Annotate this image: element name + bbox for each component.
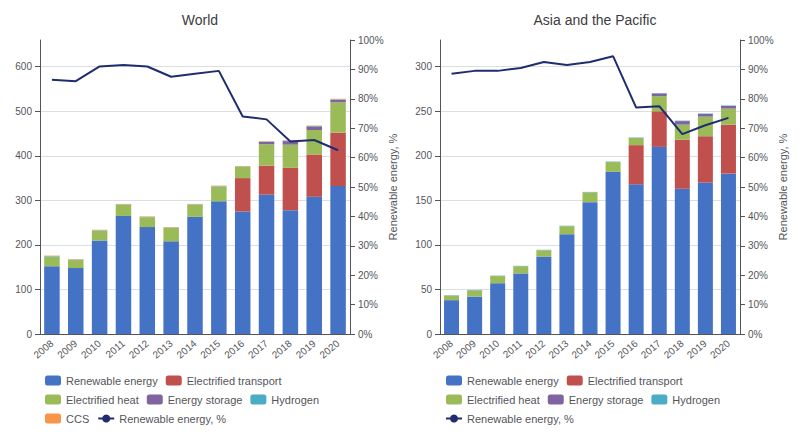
svg-text:300: 300 [415, 61, 432, 72]
svg-text:150: 150 [415, 195, 432, 206]
svg-text:200: 200 [415, 150, 432, 161]
svg-text:30%: 30% [748, 240, 768, 251]
svg-text:0%: 0% [748, 329, 763, 340]
svg-text:CCS: CCS [66, 413, 89, 425]
svg-text:10%: 10% [358, 299, 378, 310]
svg-text:60%: 60% [748, 152, 768, 163]
svg-text:Renewable energy, %: Renewable energy, % [777, 133, 789, 240]
svg-text:2018: 2018 [662, 338, 686, 361]
svg-text:40%: 40% [748, 211, 768, 222]
svg-text:Hydrogen: Hydrogen [271, 394, 319, 406]
svg-text:50%: 50% [748, 182, 768, 193]
svg-text:2009: 2009 [55, 338, 79, 361]
svg-text:2010: 2010 [477, 338, 501, 361]
svg-text:20%: 20% [748, 270, 768, 281]
svg-text:Electrified heat: Electrified heat [467, 394, 540, 406]
svg-text:2011: 2011 [103, 338, 127, 361]
svg-text:2018: 2018 [270, 338, 294, 361]
svg-text:2019: 2019 [294, 338, 318, 361]
svg-text:600: 600 [15, 61, 32, 72]
svg-text:2009: 2009 [454, 338, 478, 361]
svg-text:400: 400 [15, 150, 32, 161]
svg-text:Asia and the Pacific: Asia and the Pacific [534, 12, 657, 28]
svg-text:2020: 2020 [708, 338, 732, 361]
svg-text:100%: 100% [358, 35, 384, 46]
svg-text:250: 250 [415, 106, 432, 117]
svg-text:300: 300 [15, 195, 32, 206]
svg-text:Energy storage: Energy storage [569, 394, 644, 406]
svg-text:2014: 2014 [174, 338, 198, 361]
svg-text:Energy storage: Energy storage [168, 394, 243, 406]
svg-text:60%: 60% [358, 152, 378, 163]
svg-text:2010: 2010 [79, 338, 103, 361]
svg-text:Hydrogen: Hydrogen [672, 394, 720, 406]
svg-text:2012: 2012 [127, 338, 151, 361]
svg-text:2013: 2013 [546, 338, 570, 361]
svg-text:0%: 0% [358, 329, 373, 340]
svg-text:0: 0 [26, 329, 32, 340]
svg-text:200: 200 [15, 239, 32, 250]
svg-text:2016: 2016 [222, 338, 246, 361]
svg-text:Renewable energy, %: Renewable energy, % [387, 133, 399, 240]
svg-text:70%: 70% [748, 123, 768, 134]
svg-text:100: 100 [415, 239, 432, 250]
svg-text:Electrified heat: Electrified heat [66, 394, 139, 406]
svg-text:Renewable energy, %: Renewable energy, % [467, 413, 574, 425]
svg-text:20%: 20% [358, 270, 378, 281]
svg-text:100: 100 [15, 284, 32, 295]
svg-text:2015: 2015 [198, 338, 222, 361]
svg-text:Electrified transport: Electrified transport [588, 375, 683, 387]
svg-text:2020: 2020 [317, 338, 341, 361]
svg-text:2012: 2012 [523, 338, 547, 361]
svg-text:80%: 80% [358, 93, 378, 104]
svg-text:Renewable energy: Renewable energy [66, 375, 158, 387]
svg-text:2016: 2016 [616, 338, 640, 361]
svg-text:70%: 70% [358, 123, 378, 134]
svg-text:2014: 2014 [569, 338, 593, 361]
svg-text:2015: 2015 [592, 338, 616, 361]
svg-text:50: 50 [421, 284, 433, 295]
svg-text:2008: 2008 [431, 338, 455, 361]
svg-text:100%: 100% [748, 35, 774, 46]
svg-text:40%: 40% [358, 211, 378, 222]
svg-text:90%: 90% [748, 64, 768, 75]
svg-text:2017: 2017 [639, 338, 663, 361]
svg-text:2008: 2008 [31, 338, 55, 361]
svg-text:90%: 90% [358, 64, 378, 75]
svg-text:10%: 10% [748, 299, 768, 310]
svg-text:2011: 2011 [501, 338, 525, 361]
svg-text:500: 500 [15, 106, 32, 117]
svg-text:30%: 30% [358, 240, 378, 251]
svg-text:Renewable energy, %: Renewable energy, % [119, 413, 226, 425]
svg-text:Electrified transport: Electrified transport [187, 375, 282, 387]
svg-text:2019: 2019 [685, 338, 709, 361]
svg-text:2017: 2017 [246, 338, 270, 361]
svg-text:50%: 50% [358, 182, 378, 193]
svg-text:2013: 2013 [151, 338, 175, 361]
svg-text:80%: 80% [748, 93, 768, 104]
svg-text:World: World [182, 12, 218, 28]
svg-text:0: 0 [426, 329, 432, 340]
svg-text:Renewable energy: Renewable energy [467, 375, 559, 387]
